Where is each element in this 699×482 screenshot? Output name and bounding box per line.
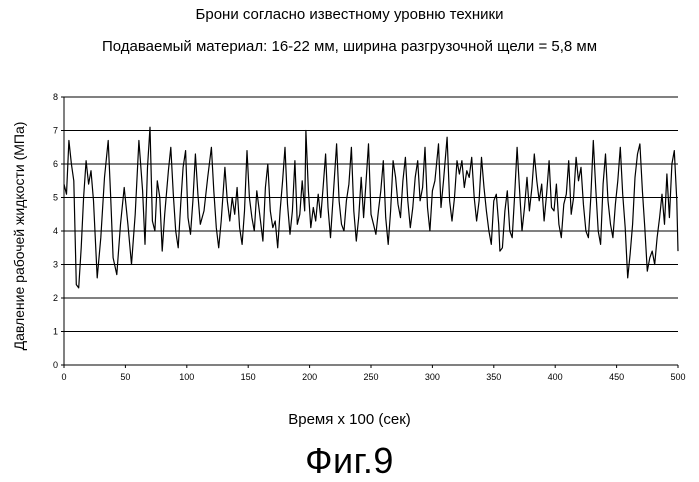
y-tick-label-0: 0 <box>53 360 58 370</box>
x-tick-label-250: 250 <box>363 372 378 382</box>
x-tick-label-450: 450 <box>609 372 624 382</box>
x-tick-label-100: 100 <box>179 372 194 382</box>
y-tick-label-4: 4 <box>53 226 58 236</box>
x-tick-label-350: 350 <box>486 372 501 382</box>
y-tick-label-5: 5 <box>53 193 58 203</box>
x-tick-label-300: 300 <box>425 372 440 382</box>
x-tick-label-150: 150 <box>241 372 256 382</box>
x-tick-label-500: 500 <box>670 372 685 382</box>
y-tick-label-7: 7 <box>53 126 58 136</box>
y-tick-label-2: 2 <box>53 293 58 303</box>
y-tick-label-3: 3 <box>53 260 58 270</box>
x-tick-label-400: 400 <box>548 372 563 382</box>
y-tick-label-6: 6 <box>53 159 58 169</box>
x-tick-label-0: 0 <box>61 372 66 382</box>
x-tick-label-50: 50 <box>120 372 130 382</box>
series-line-0 <box>64 127 678 288</box>
y-tick-label-1: 1 <box>53 327 58 337</box>
x-tick-label-200: 200 <box>302 372 317 382</box>
y-tick-label-8: 8 <box>53 92 58 102</box>
